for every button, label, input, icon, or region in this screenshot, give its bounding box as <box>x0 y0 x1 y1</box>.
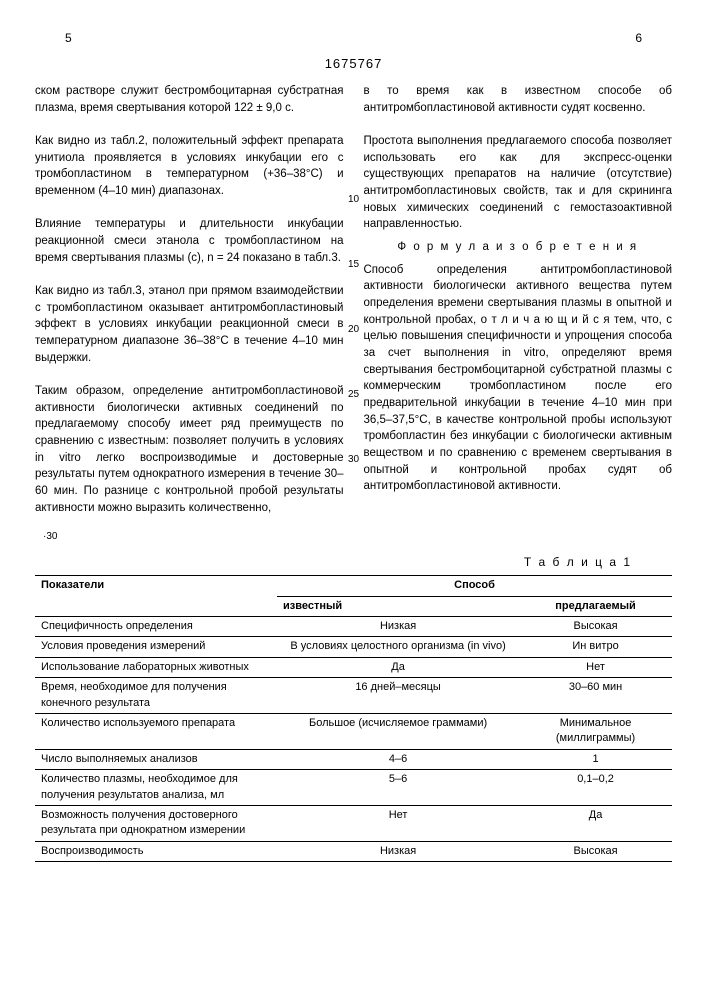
table-row: Количество плазмы, необходимое для получ… <box>35 770 672 806</box>
right-column: в то время как в известном способе об ан… <box>364 83 673 516</box>
paragraph: Таким образом, определение антитромбопла… <box>35 385 344 514</box>
patent-number: 1675767 <box>35 55 672 73</box>
table-row: Количество используемого препарата Больш… <box>35 713 672 749</box>
cell: Нет <box>277 805 519 841</box>
table-row: Условия проведения измерений В условиях … <box>35 637 672 657</box>
paragraph: Способ определения антитромбопластиновой… <box>364 264 673 493</box>
table-subheader: предлагаемый <box>519 596 672 616</box>
paragraph: Влияние температуры и длительности инкуб… <box>35 218 344 263</box>
formula-heading: Ф о р м у л а и з о б р е т е н и я <box>364 239 673 256</box>
cell: 1 <box>519 749 672 769</box>
table-header: Показатели <box>35 576 277 617</box>
cell: Время, необходимое для получения конечно… <box>35 678 277 714</box>
paragraph: ском растворе служит бестромбоцитарная с… <box>35 85 344 114</box>
two-column-body: ском растворе служит бестромбоцитарная с… <box>35 83 672 516</box>
line-marker: 30 <box>344 453 364 467</box>
cell: Низкая <box>277 617 519 637</box>
paragraph: в то время как в известном способе об ан… <box>364 85 673 114</box>
cell: Воспроизводимость <box>35 841 277 861</box>
line-number-gutter: 10 15 20 25 30 <box>344 83 364 516</box>
table-title: Т а б л и ц а 1 <box>35 554 632 571</box>
page-number-right: 6 <box>635 30 642 47</box>
paragraph: Как видно из табл.3, этанол при прямом в… <box>35 285 344 364</box>
cell: Возможность получения достоверного резул… <box>35 805 277 841</box>
line-marker: 25 <box>344 388 364 402</box>
cell: Высокая <box>519 841 672 861</box>
cell: Количество используемого препарата <box>35 713 277 749</box>
cell: 4–6 <box>277 749 519 769</box>
cell: Ин витро <box>519 637 672 657</box>
cell: 0,1–0,2 <box>519 770 672 806</box>
cell: Большое (исчисляемое граммами) <box>277 713 519 749</box>
cell: Использование лабораторных животных <box>35 657 277 677</box>
cell: Специфичность определения <box>35 617 277 637</box>
comparison-table: Показатели Способ известный предлагаемый… <box>35 575 672 862</box>
table-row: Воспроизводимость Низкая Высокая <box>35 841 672 861</box>
cell: В условиях целостного организма (in vivo… <box>277 637 519 657</box>
cell: Число выполняемых анализов <box>35 749 277 769</box>
table-row: Число выполняемых анализов 4–6 1 <box>35 749 672 769</box>
table-subheader: известный <box>277 596 519 616</box>
cell: Низкая <box>277 841 519 861</box>
table-row: Специфичность определения Низкая Высокая <box>35 617 672 637</box>
paragraph: Как видно из табл.2, положительный эффек… <box>35 135 344 197</box>
paragraph: Простота выполнения предлагаемого способ… <box>364 135 673 230</box>
cell: Да <box>519 805 672 841</box>
cell: Нет <box>519 657 672 677</box>
cell: Высокая <box>519 617 672 637</box>
cell: 5–6 <box>277 770 519 806</box>
line-marker-30: ·30 <box>35 530 672 544</box>
cell: 16 дней–месяцы <box>277 678 519 714</box>
cell: Минимальное (миллиграммы) <box>519 713 672 749</box>
line-marker: 10 <box>344 193 364 207</box>
line-marker: 15 <box>344 258 364 272</box>
table-header: Способ <box>277 576 672 596</box>
page-number-left: 5 <box>65 30 72 47</box>
line-marker: 20 <box>344 323 364 337</box>
table-row: Возможность получения достоверного резул… <box>35 805 672 841</box>
cell: Условия проведения измерений <box>35 637 277 657</box>
cell: 30–60 мин <box>519 678 672 714</box>
table-row: Время, необходимое для получения конечно… <box>35 678 672 714</box>
cell: Количество плазмы, необходимое для получ… <box>35 770 277 806</box>
cell: Да <box>277 657 519 677</box>
table-row: Использование лабораторных животных Да Н… <box>35 657 672 677</box>
left-column: ском растворе служит бестромбоцитарная с… <box>35 83 344 516</box>
